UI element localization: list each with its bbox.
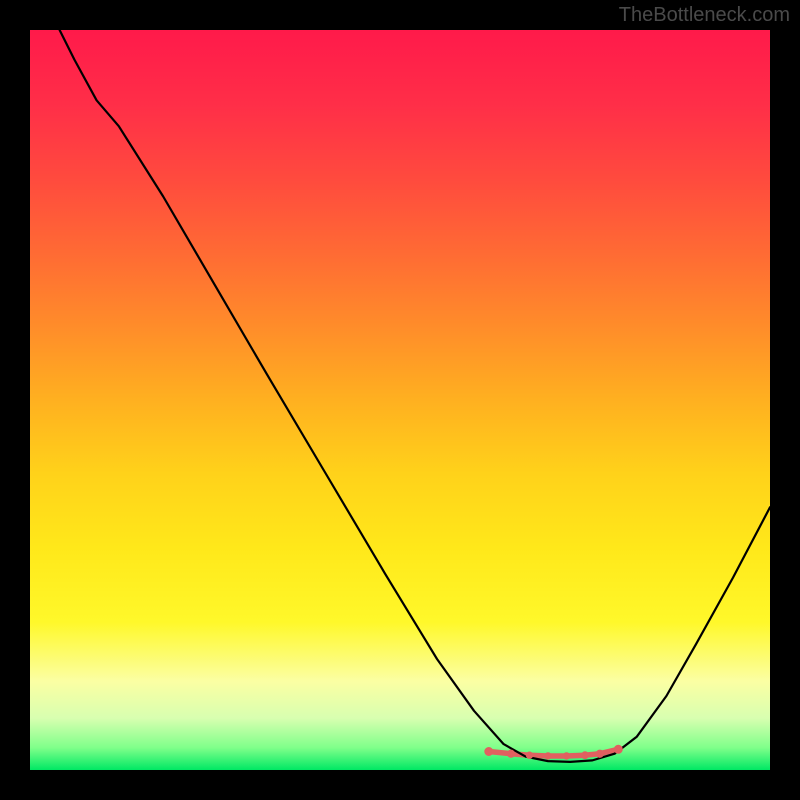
chart-svg xyxy=(30,30,770,770)
gradient-background xyxy=(30,30,770,770)
plot-area xyxy=(30,30,770,770)
chart-container: TheBottleneck.com xyxy=(0,0,800,800)
watermark-text: TheBottleneck.com xyxy=(619,4,790,27)
